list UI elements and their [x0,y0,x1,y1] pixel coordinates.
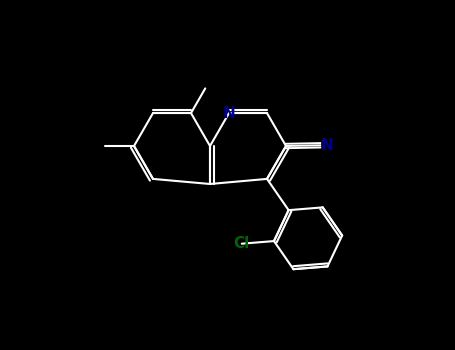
Text: Cl: Cl [234,236,250,251]
Text: N: N [222,106,235,121]
Text: N: N [321,138,334,153]
